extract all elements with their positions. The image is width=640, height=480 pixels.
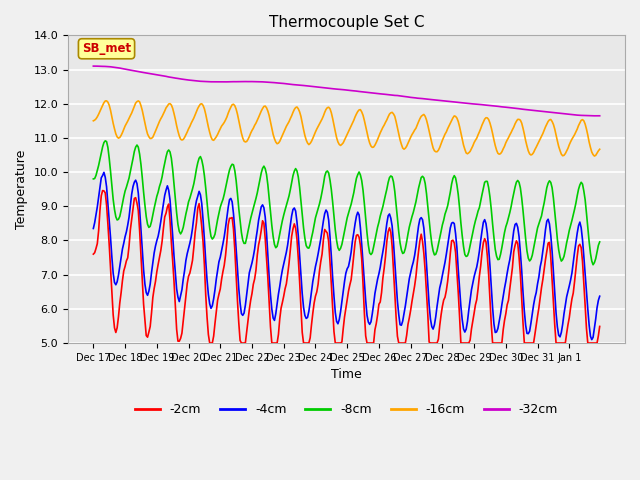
X-axis label: Time: Time (331, 368, 362, 381)
Legend: -2cm, -4cm, -8cm, -16cm, -32cm: -2cm, -4cm, -8cm, -16cm, -32cm (130, 398, 563, 421)
Y-axis label: Temperature: Temperature (15, 149, 28, 229)
Title: Thermocouple Set C: Thermocouple Set C (269, 15, 424, 30)
Text: SB_met: SB_met (82, 42, 131, 55)
